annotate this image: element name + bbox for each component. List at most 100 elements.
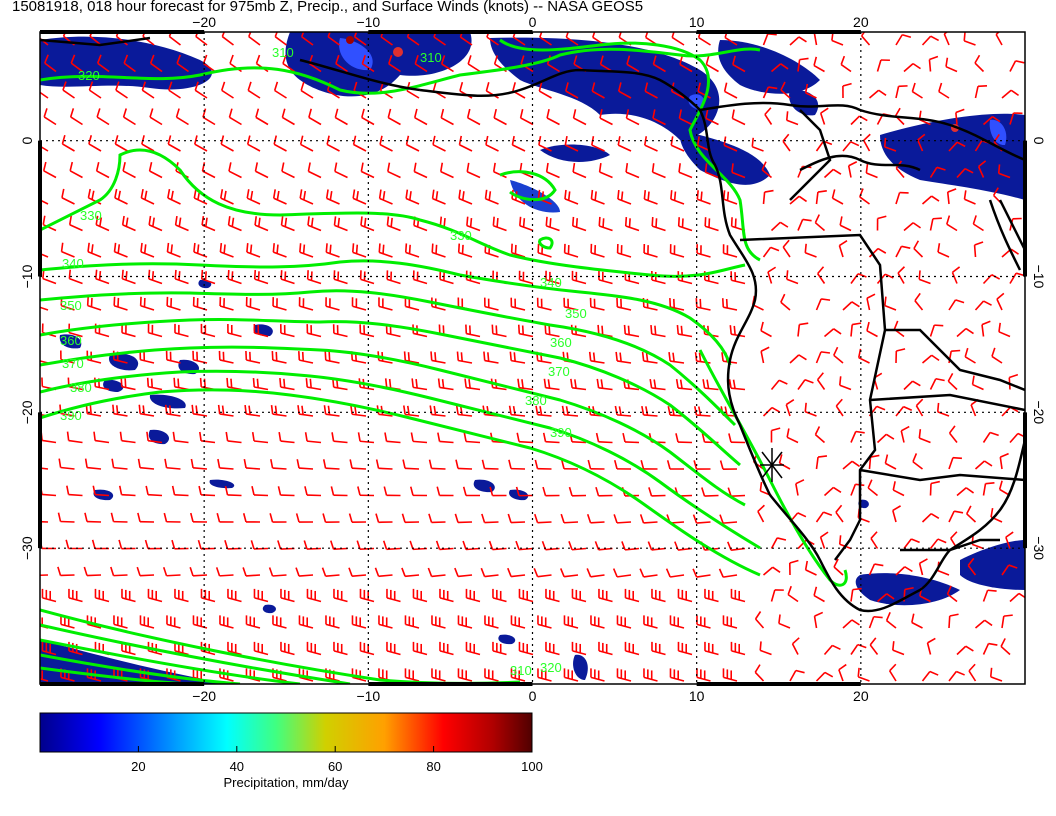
wind-barb — [405, 189, 420, 205]
wind-barb — [483, 297, 499, 311]
wind-barb — [814, 214, 826, 232]
wind-barb — [387, 162, 401, 179]
wind-barb — [166, 242, 181, 258]
wind-barb — [96, 54, 110, 73]
wind-barb — [359, 588, 375, 603]
wind-barb — [974, 300, 992, 311]
wind-barb — [517, 324, 534, 338]
wind-barb — [643, 136, 658, 152]
wind-barb — [903, 62, 921, 73]
wind-barb — [696, 615, 711, 629]
wind-barb — [245, 350, 261, 364]
wind-barb — [140, 242, 155, 258]
wind-barb — [176, 54, 189, 73]
wind-barb — [404, 243, 420, 258]
wind-barb — [997, 164, 1011, 179]
wind-barb — [333, 641, 348, 656]
wind-barb — [40, 670, 49, 682]
wind-barb — [254, 216, 269, 232]
wind-barb — [770, 221, 789, 232]
wind-barb — [41, 588, 57, 603]
wind-barb — [228, 162, 242, 179]
wind-barb — [457, 243, 473, 258]
wind-barb — [174, 269, 189, 285]
wind-barb — [651, 217, 666, 232]
wind-barb — [250, 540, 269, 550]
wind-barb — [252, 377, 269, 391]
wind-barb — [982, 115, 1001, 126]
wind-barb — [797, 379, 814, 390]
wind-barb — [568, 486, 587, 497]
wind-barb — [981, 320, 991, 337]
contour-label: 340 — [540, 275, 562, 290]
wind-barb — [563, 243, 579, 258]
wind-barb — [144, 539, 163, 550]
wind-barb — [730, 588, 746, 603]
wind-barb — [149, 54, 163, 73]
wind-barb — [968, 663, 977, 682]
wind-barb — [804, 243, 817, 258]
wind-barb — [895, 405, 913, 417]
wind-barb — [815, 511, 833, 523]
wind-barb — [647, 541, 666, 551]
contour-label: 350 — [565, 306, 587, 321]
wind-barb — [68, 588, 83, 603]
wind-barb — [613, 459, 632, 470]
wind-barb — [437, 432, 454, 444]
wind-barb — [428, 513, 446, 524]
wind-barb — [112, 404, 128, 417]
wind-barb — [791, 637, 800, 655]
wind-barb — [586, 568, 605, 578]
wind-barb — [253, 641, 269, 656]
wind-barb — [304, 486, 322, 497]
wind-barb — [427, 567, 446, 578]
wind-barb — [62, 81, 75, 99]
wind-barb — [402, 459, 420, 470]
lon-tick-label-top: −10 — [356, 14, 380, 30]
wind-barb — [963, 190, 976, 205]
wind-barb — [321, 567, 340, 577]
wind-barb — [895, 33, 912, 46]
wind-barb — [982, 642, 998, 655]
wind-barb — [868, 89, 887, 99]
wind-barb — [598, 588, 613, 603]
wind-barb — [246, 243, 261, 258]
wind-barb — [884, 454, 897, 470]
wind-barb — [352, 243, 367, 258]
wind-barb — [436, 486, 454, 497]
wind-barb — [273, 81, 287, 99]
wind-barb — [1009, 272, 1025, 284]
wind-barb — [897, 266, 906, 284]
wind-barb — [198, 485, 216, 497]
wind-barb — [190, 458, 208, 470]
wind-barb — [215, 567, 234, 577]
wind-barb — [457, 668, 473, 682]
wind-barb — [411, 378, 428, 391]
colorbar-tick-label: 60 — [328, 759, 342, 774]
wind-barb — [787, 585, 799, 603]
wind-barb — [485, 135, 499, 152]
wind-barb — [795, 479, 805, 496]
wind-barb — [537, 668, 552, 682]
wind-barb — [731, 163, 746, 179]
lat-tick-label-right: 0 — [1031, 137, 1047, 145]
wind-barb — [590, 668, 605, 682]
wind-barb — [819, 107, 829, 125]
wind-barb — [352, 135, 367, 152]
wind-barb — [977, 160, 987, 178]
wind-barb — [675, 379, 693, 391]
geopotential-contours — [40, 38, 848, 684]
wind-barb — [121, 588, 136, 603]
wind-barb — [325, 243, 340, 258]
wind-barb — [617, 189, 632, 205]
wind-barb — [431, 189, 446, 205]
wind-barb — [251, 431, 269, 444]
wind-barb — [956, 167, 974, 179]
wind-barb — [404, 615, 420, 629]
wind-barb — [466, 162, 481, 179]
wind-barb — [900, 425, 910, 443]
wind-barb — [386, 216, 401, 232]
wind-barb — [921, 354, 940, 364]
wind-barb — [437, 378, 454, 391]
